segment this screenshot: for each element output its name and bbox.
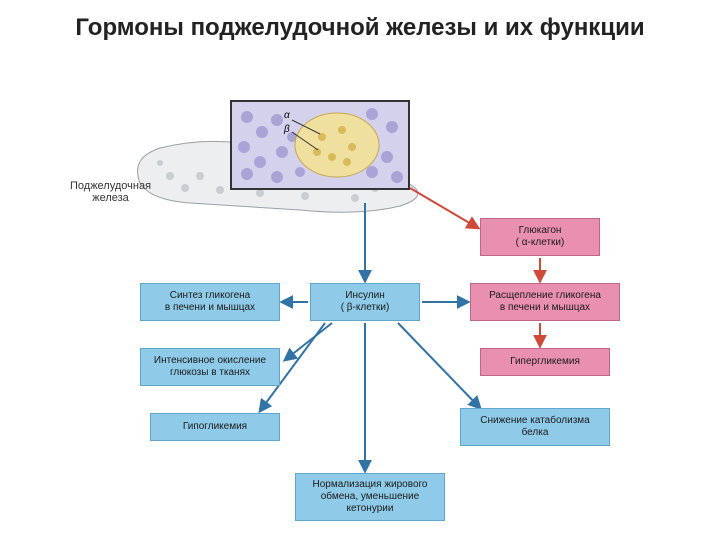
organ-label: Поджелудочная железа	[70, 180, 151, 204]
diagram-area: α β Поджелудочная железа Инсулин ( β-кле…	[80, 88, 640, 528]
node-hypoglyc: Гипогликемия	[150, 413, 280, 441]
node-glyc_break: Расщепление гликогена в печени и мышцах	[470, 283, 620, 321]
alpha-label: α	[284, 110, 290, 121]
node-glucose_ox: Интенсивное окисление глюкозы в тканях	[140, 348, 280, 386]
node-catabolism: Снижение катаболизма белка	[460, 408, 610, 446]
node-hyperglyc: Гипергликемия	[480, 348, 610, 376]
arrow-7	[398, 323, 480, 408]
histology-inset: α β	[230, 100, 410, 190]
node-insulin: Инсулин ( β-клетки)	[310, 283, 420, 321]
node-glucagon: Глюкагон ( α-клетки)	[480, 218, 600, 256]
page-title: Гормоны поджелудочной железы и их функци…	[0, 0, 720, 43]
node-glyc_synth: Синтез гликогена в печени и мышцах	[140, 283, 280, 321]
node-fat_metab: Нормализация жирового обмена, уменьшение…	[295, 473, 445, 521]
beta-label: β	[284, 124, 290, 135]
arrow-4	[285, 323, 332, 360]
